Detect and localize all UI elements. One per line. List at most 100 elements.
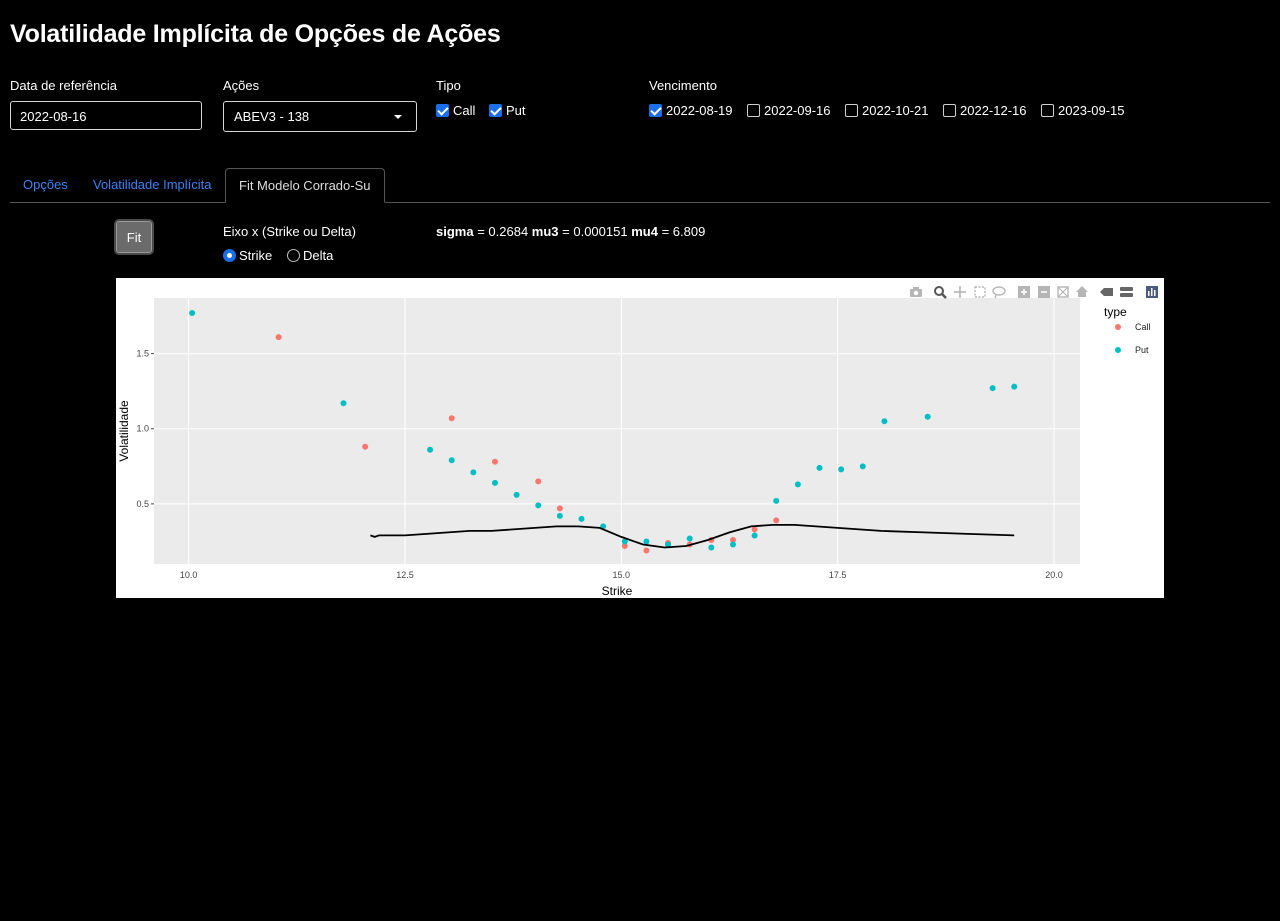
page-title: Volatilidade Implícita de Opções de Açõe… xyxy=(10,20,501,48)
maturity-checkbox-label: 2022-10-21 xyxy=(862,102,929,118)
scatter-point-put[interactable] xyxy=(838,466,845,473)
legend-item-label[interactable]: Call xyxy=(1135,322,1151,332)
plot-svg[interactable]: 10.0 12.5 15.0 17.5 20.0 0.5 1.0 1.5 Strike Volat… xyxy=(116,278,1164,598)
zoom-in-icon[interactable] xyxy=(1018,286,1030,298)
scatter-point-put[interactable] xyxy=(989,385,996,392)
y-tick-label: 1.5 xyxy=(136,349,149,359)
checkbox-unchecked-icon[interactable] xyxy=(1041,103,1054,117)
scatter-point-put[interactable] xyxy=(881,418,888,425)
radio-selected-icon[interactable] xyxy=(223,249,236,262)
scatter-point-call[interactable] xyxy=(773,517,780,524)
scatter-point-put[interactable] xyxy=(773,497,780,504)
pan-icon[interactable] xyxy=(954,286,966,298)
scatter-point-call[interactable] xyxy=(556,505,563,512)
maturity-label: Vencimento xyxy=(649,78,717,93)
type-checkbox-label: Call xyxy=(453,102,476,118)
scatter-point-call[interactable] xyxy=(729,536,736,543)
legend-title: type xyxy=(1104,305,1127,319)
scatter-point-put[interactable] xyxy=(513,491,520,498)
spike-icon[interactable] xyxy=(1100,288,1113,296)
scatter-point-call[interactable] xyxy=(751,526,758,533)
checkbox-unchecked-icon[interactable] xyxy=(747,103,760,117)
x-axis-title: Strike xyxy=(602,584,633,598)
maturity-checkbox[interactable]: 2022-08-19 xyxy=(649,101,733,119)
checkbox-checked-icon[interactable] xyxy=(649,103,662,117)
x-tick-label: 10.0 xyxy=(180,570,198,580)
zoom-out-icon[interactable] xyxy=(1038,286,1050,298)
stock-select[interactable]: ABEV3 - 138 xyxy=(223,101,417,132)
home-icon[interactable] xyxy=(1076,286,1088,297)
tab-volatilidade-implicita[interactable]: Volatilidade Implícita xyxy=(93,177,212,192)
scatter-point-put[interactable] xyxy=(491,479,498,486)
scatter-point-put[interactable] xyxy=(708,544,715,551)
reference-date-input[interactable]: 2022-08-16 xyxy=(10,101,202,130)
tab-opcoes[interactable]: Opções xyxy=(23,177,68,192)
checkbox-checked-icon[interactable] xyxy=(489,103,502,117)
tab-fit-modelo-corrado-su[interactable]: Fit Modelo Corrado-Su xyxy=(225,168,385,203)
maturity-checkbox[interactable]: 2022-09-16 xyxy=(747,101,831,119)
type-label: Tipo xyxy=(436,78,461,93)
compare-icon[interactable] xyxy=(1120,287,1133,297)
legend-marker[interactable] xyxy=(1115,347,1121,353)
radio-strike[interactable]: Strike xyxy=(223,248,272,263)
radio-delta[interactable]: Delta xyxy=(287,248,333,263)
checkbox-checked-icon[interactable] xyxy=(436,103,449,117)
scatter-point-put[interactable] xyxy=(729,541,736,548)
scatter-point-put[interactable] xyxy=(816,464,823,471)
scatter-point-put[interactable] xyxy=(470,469,477,476)
zoom-icon[interactable] xyxy=(934,286,947,299)
volatility-plot[interactable]: 10.0 12.5 15.0 17.5 20.0 0.5 1.0 1.5 Strike Volat… xyxy=(116,278,1164,598)
scatter-point-put[interactable] xyxy=(578,515,585,522)
scatter-point-put[interactable] xyxy=(448,457,455,464)
lasso-icon[interactable] xyxy=(992,286,1006,299)
maturity-checkbox-label: 2023-09-15 xyxy=(1058,102,1125,118)
maturity-checkbox[interactable]: 2022-12-16 xyxy=(943,101,1027,119)
scatter-point-call[interactable] xyxy=(362,443,369,450)
fit-button[interactable]: Fit xyxy=(114,219,154,255)
fit-parameters: sigma = 0.2684 mu3 = 0.000151 mu4 = 6.80… xyxy=(436,224,706,239)
scatter-point-put[interactable] xyxy=(1011,383,1018,390)
scatter-point-call[interactable] xyxy=(491,458,498,465)
scatter-point-put[interactable] xyxy=(665,541,672,548)
maturity-checkbox-label: 2022-12-16 xyxy=(960,102,1027,118)
axis-choice-label: Eixo x (Strike ou Delta) xyxy=(223,224,356,239)
scatter-point-call[interactable] xyxy=(535,478,542,485)
y-tick-label: 1.0 xyxy=(136,424,149,434)
maturity-checkbox[interactable]: 2023-09-15 xyxy=(1041,101,1125,119)
scatter-point-put[interactable] xyxy=(621,538,628,545)
x-tick-label: 15.0 xyxy=(613,570,631,580)
scatter-point-call[interactable] xyxy=(621,542,628,549)
camera-icon[interactable] xyxy=(910,287,922,297)
scatter-point-call[interactable] xyxy=(643,547,650,554)
scatter-point-put[interactable] xyxy=(794,481,801,488)
type-checkbox-put[interactable]: Put xyxy=(489,101,526,119)
radio-label: Delta xyxy=(303,248,334,263)
checkbox-unchecked-icon[interactable] xyxy=(845,103,858,117)
scatter-point-put[interactable] xyxy=(427,446,434,453)
checkbox-unchecked-icon[interactable] xyxy=(943,103,956,117)
type-checkbox-call[interactable]: Call xyxy=(436,101,475,119)
stock-label: Ações xyxy=(223,78,260,93)
scatter-point-put[interactable] xyxy=(556,512,563,519)
scatter-point-put[interactable] xyxy=(924,413,931,420)
scatter-point-put[interactable] xyxy=(340,400,347,407)
scatter-point-call[interactable] xyxy=(275,334,282,341)
scatter-point-put[interactable] xyxy=(535,502,542,509)
scatter-point-put[interactable] xyxy=(751,532,758,539)
plotly-logo-icon[interactable] xyxy=(1146,286,1158,298)
scatter-point-put[interactable] xyxy=(189,310,196,317)
radio-unselected-icon[interactable] xyxy=(287,249,300,262)
scatter-point-put[interactable] xyxy=(686,535,693,542)
scatter-point-put[interactable] xyxy=(643,538,650,545)
scatter-point-call[interactable] xyxy=(448,415,455,422)
param-name: mu4 xyxy=(631,224,658,239)
maturity-checkbox[interactable]: 2022-10-21 xyxy=(845,101,929,119)
maturity-checkbox-label: 2022-08-19 xyxy=(666,102,733,118)
legend-item-label[interactable]: Put xyxy=(1135,345,1149,355)
box-select-icon[interactable] xyxy=(974,286,986,298)
scatter-point-put[interactable] xyxy=(859,463,866,470)
param-value: 0.2684 xyxy=(488,224,529,239)
legend-marker[interactable] xyxy=(1115,324,1121,330)
x-tick-label: 20.0 xyxy=(1045,570,1063,580)
autoscale-icon[interactable] xyxy=(1057,286,1069,298)
